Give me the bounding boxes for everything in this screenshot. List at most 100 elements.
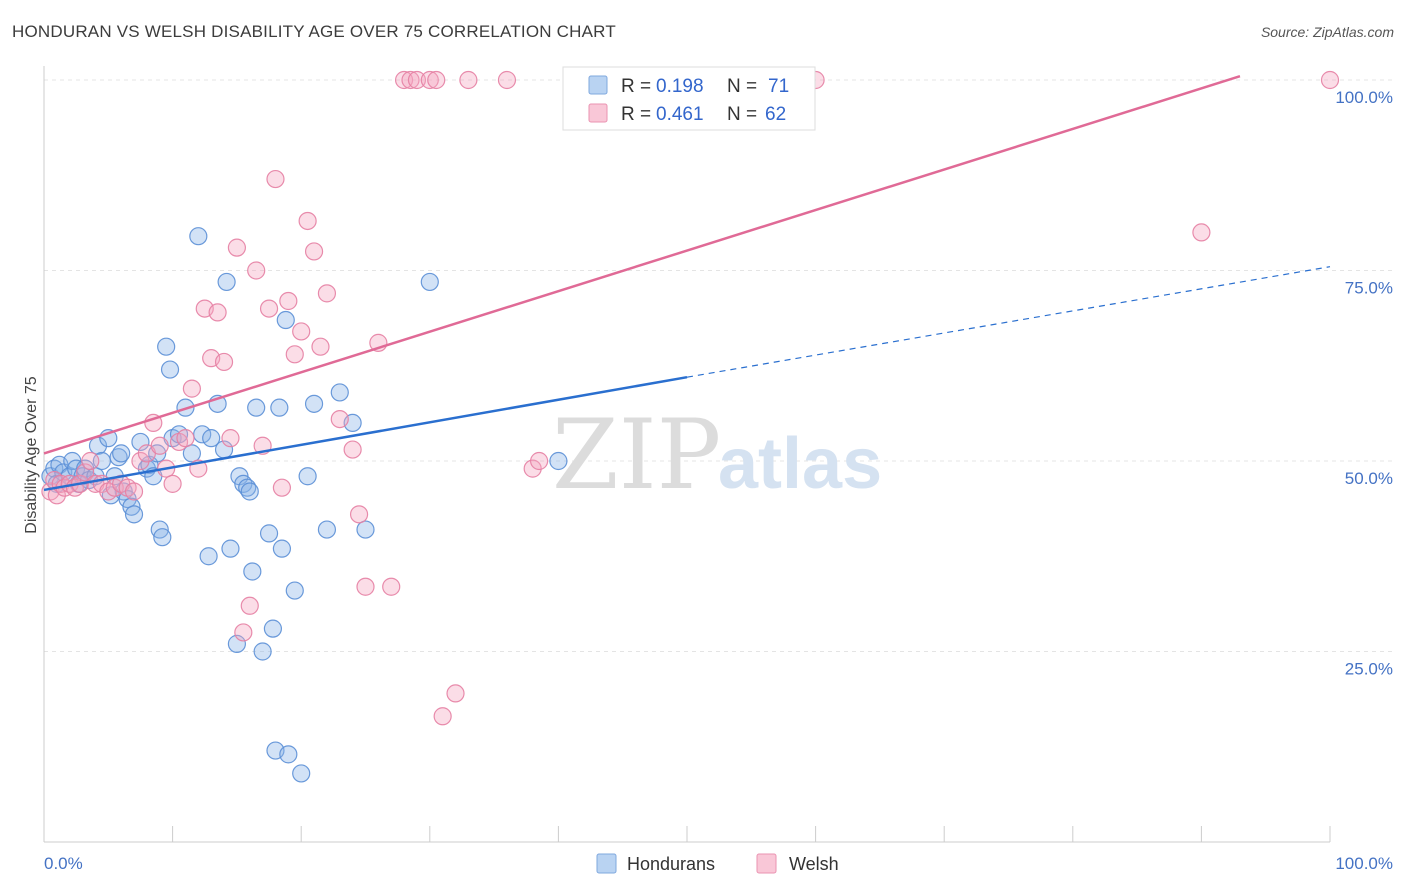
legend-n-value-1: 62 (765, 104, 786, 125)
point-hondurans (182, 444, 201, 463)
point-welsh (214, 352, 234, 372)
source-credit: Source: ZipAtlas.com (1260, 24, 1394, 40)
x-tick-label-right: 100.0% (1335, 854, 1393, 873)
y-axis-title: Disability Age Over 75 (23, 376, 40, 534)
point-welsh (279, 291, 298, 311)
point-hondurans (272, 539, 292, 558)
point-welsh (163, 474, 182, 493)
point-hondurans (124, 505, 144, 524)
trend-lines (43, 74, 1331, 492)
point-welsh (150, 436, 169, 455)
point-welsh (182, 379, 201, 398)
point-hondurans (263, 619, 283, 638)
legend-r-label-0: R = (621, 76, 651, 97)
point-hondurans (298, 467, 317, 486)
watermark-atlas: atlas (718, 424, 882, 504)
point-welsh (343, 440, 362, 459)
point-welsh (208, 303, 227, 322)
point-welsh (304, 242, 324, 261)
legend-r-label-1: R = (621, 104, 651, 125)
point-hondurans (330, 383, 349, 402)
point-hondurans (253, 642, 272, 661)
point-hondurans (317, 520, 337, 539)
point-hondurans (420, 272, 439, 292)
point-hondurans (189, 227, 208, 246)
y-tick-label-100: 100.0% (1335, 88, 1393, 107)
point-hondurans (243, 562, 262, 581)
point-hondurans (131, 432, 150, 452)
point-welsh (523, 459, 542, 478)
axes (43, 66, 1331, 843)
point-welsh (298, 211, 317, 231)
point-welsh (407, 70, 427, 90)
point-welsh (240, 596, 259, 615)
y-tick-label-75: 75.0% (1345, 279, 1393, 298)
point-hondurans (112, 444, 131, 463)
point-hondurans (270, 398, 289, 417)
bottom-legend-label-hondurans: Hondurans (627, 854, 715, 874)
y-tick-labels: 25.0% 50.0% 75.0% 100.0% (1335, 88, 1393, 679)
point-welsh (227, 238, 246, 257)
point-welsh (446, 684, 465, 703)
point-hondurans (217, 272, 236, 292)
legend-n-label-1: N = (727, 104, 757, 125)
bottom-legend-swatch-hondurans (596, 853, 617, 874)
legend-n-value-0: 71 (768, 76, 789, 97)
point-welsh (124, 482, 144, 501)
point-welsh (401, 70, 420, 90)
point-hondurans (227, 634, 246, 653)
point-welsh (433, 707, 452, 726)
legend-swatch-hondurans (588, 75, 608, 95)
legend-bottom: Hondurans Welsh (596, 853, 839, 874)
y-tick-label-25: 25.0% (1345, 660, 1393, 679)
point-welsh (330, 409, 349, 429)
chart-title: HONDURAN VS WELSH DISABILITY AGE OVER 75… (12, 22, 616, 41)
point-welsh (356, 577, 375, 596)
trend-extension-hondurans (686, 266, 1331, 378)
point-welsh (1192, 223, 1211, 242)
point-welsh (317, 284, 337, 303)
point-hondurans (356, 520, 375, 539)
point-hondurans (285, 581, 304, 600)
point-welsh (420, 70, 439, 90)
point-welsh (459, 70, 478, 90)
point-welsh (497, 70, 517, 90)
point-welsh (311, 337, 330, 356)
point-welsh (530, 451, 549, 471)
point-hondurans (202, 429, 221, 448)
point-welsh (247, 261, 266, 280)
point-hondurans (304, 394, 324, 413)
point-hondurans (292, 764, 311, 783)
legend-swatch-welsh (588, 103, 608, 123)
legend-r-value-1: 0.461 (656, 104, 704, 125)
point-welsh (76, 463, 95, 482)
point-hondurans (160, 360, 180, 379)
point-welsh (427, 70, 446, 90)
point-welsh (1320, 70, 1340, 90)
point-welsh (81, 451, 100, 471)
point-welsh (221, 429, 240, 448)
bottom-legend-label-welsh: Welsh (789, 854, 839, 874)
series-hondurans-points (41, 78, 703, 783)
legend-r-value-0: 0.198 (656, 76, 704, 97)
legend-n-label-0: N = (727, 76, 757, 97)
point-welsh (234, 623, 253, 642)
point-welsh (131, 451, 150, 471)
point-welsh (259, 299, 279, 318)
watermark-zip: ZIP (552, 399, 721, 511)
point-hondurans (549, 451, 568, 471)
trend-line-hondurans (43, 375, 688, 492)
point-hondurans (259, 524, 279, 543)
point-hondurans (199, 547, 218, 566)
point-hondurans (153, 528, 172, 547)
trend-line-welsh (43, 74, 1241, 455)
point-hondurans (279, 745, 298, 764)
point-welsh (266, 169, 285, 189)
y-tick-label-50: 50.0% (1345, 469, 1393, 488)
x-tick-label-left: 0.0% (44, 854, 83, 873)
bottom-legend-swatch-welsh (756, 853, 777, 874)
point-welsh (394, 70, 414, 90)
point-hondurans (276, 310, 295, 330)
watermark: ZIP atlas (552, 399, 882, 511)
